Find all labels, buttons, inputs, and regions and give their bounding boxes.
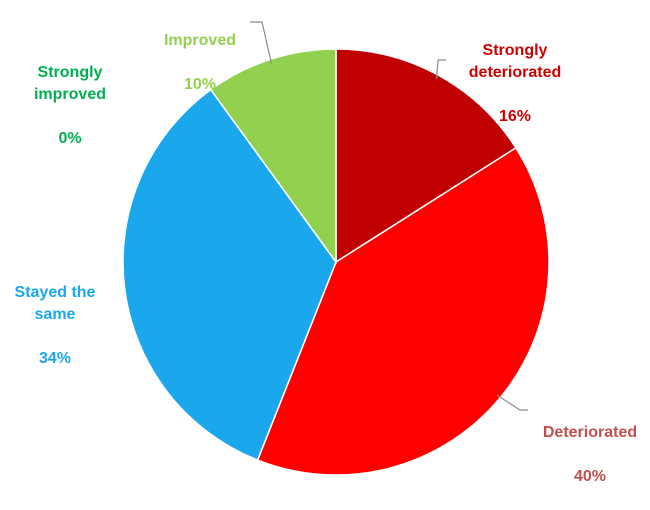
label-deteriorated-value: 40% (573, 468, 607, 485)
pie-chart: Strongly deteriorated 16% Deteriorated 4… (0, 8, 637, 485)
pie-slice-stayed-the-same (122, 88, 337, 462)
label-strongly-deteriorated: Strongly deteriorated 16% (440, 18, 590, 150)
leader-line-deteriorated (496, 394, 528, 411)
leader-line-strongly-deteriorated (435, 59, 446, 80)
label-improved-name: Improved (163, 32, 236, 49)
label-strongly-deteriorated-name: Strongly deteriorated (468, 42, 562, 81)
label-improved-value: 10% (183, 76, 217, 93)
label-stayed-the-same-name: Stayed the same (14, 284, 96, 323)
label-deteriorated-name: Deteriorated (542, 424, 638, 441)
leader-line-improved (250, 21, 273, 64)
label-stayed-the-same-value: 34% (38, 350, 72, 367)
label-deteriorated: Deteriorated 40% (530, 400, 650, 510)
label-stayed-the-same: Stayed the same 34% (0, 260, 110, 392)
pie-slice-strongly-deteriorated (335, 48, 517, 264)
label-strongly-improved-name: Strongly improved (33, 64, 106, 103)
label-strongly-improved-value: 0% (58, 130, 82, 147)
label-strongly-improved: Strongly improved 0% (10, 40, 130, 172)
label-strongly-deteriorated-value: 16% (498, 108, 532, 125)
label-improved: Improved 10% (140, 8, 260, 118)
pie-chart-svg (122, 21, 550, 476)
